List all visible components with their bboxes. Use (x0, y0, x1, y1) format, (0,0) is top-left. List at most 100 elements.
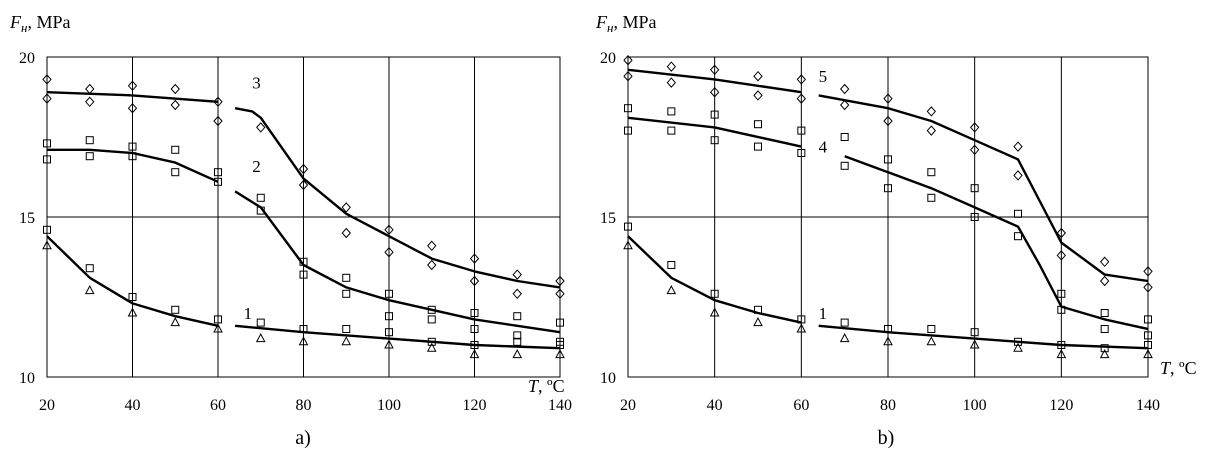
data-point-square (214, 177, 222, 186)
data-point-triangle (469, 349, 480, 359)
data-point-diamond (1013, 170, 1023, 181)
data-point-diamond (213, 96, 223, 108)
data-point-square (385, 312, 393, 321)
data-point-square (710, 110, 719, 119)
data-point-square (299, 325, 308, 333)
data-point-diamond (1013, 141, 1023, 152)
data-point-square (556, 341, 564, 349)
chart-panel-1: 20 40 60 80 100 120 140 10 15 20 Fн, MPa T, ºC a) 3 2 1 (9, 12, 572, 449)
data-point-diamond (883, 93, 893, 104)
data-point-diamond (969, 144, 980, 156)
data-point-triangle (1013, 342, 1023, 352)
data-point-diamond (709, 86, 720, 98)
fit-curve-6 (234, 324, 561, 350)
data-point-triangle (341, 336, 352, 346)
data-point-square (1057, 341, 1066, 349)
panel-label: a) (295, 427, 311, 449)
x-tick-label: 120 (463, 397, 487, 414)
data-point-triangle (255, 333, 266, 343)
data-point-square (1100, 325, 1109, 333)
fit-curve-4 (844, 155, 1149, 331)
fit-curve-4 (234, 190, 561, 334)
data-point-diamond (555, 275, 565, 287)
data-point-diamond (256, 122, 266, 133)
data-point-diamond (666, 61, 677, 72)
x-tick-label: 80 (880, 397, 896, 414)
data-point-square (427, 315, 436, 324)
y-tick-label: 10 (19, 370, 35, 387)
data-point-square (385, 328, 393, 337)
data-point-square (556, 318, 564, 327)
x-tick-label: 140 (1136, 397, 1160, 414)
data-point-diamond (623, 70, 633, 82)
data-point-square (342, 273, 351, 282)
data-point-square (299, 270, 308, 279)
data-point-square (85, 136, 94, 145)
data-point-square (43, 225, 51, 234)
data-point-diamond (926, 106, 937, 117)
data-point-square (884, 184, 892, 193)
data-point-square (840, 318, 849, 327)
curve-number-label: 1 (244, 304, 253, 323)
x-tick-label: 40 (707, 397, 723, 414)
fit-curve-3 (627, 116, 802, 148)
data-point-square (624, 126, 632, 135)
data-point-square (299, 257, 308, 266)
data-point-triangle (426, 342, 437, 352)
data-point-square (427, 305, 436, 314)
plot-frame (627, 56, 1149, 378)
data-point-square (43, 139, 51, 148)
data-point-square (342, 325, 351, 333)
data-point-square (1057, 289, 1066, 298)
panel-label: b) (878, 427, 895, 449)
data-point-triangle (926, 336, 937, 346)
data-point-diamond (170, 83, 180, 95)
data-point-square (840, 133, 849, 141)
data-point-triangle (42, 240, 52, 250)
data-point-diamond (796, 93, 807, 104)
y-axis-label: Fн, MPa (595, 12, 656, 35)
data-point-diamond (427, 259, 437, 271)
data-point-square (256, 318, 265, 327)
data-point-square (85, 264, 94, 273)
data-point-diamond (926, 125, 937, 136)
data-point-square (710, 136, 719, 145)
data-point-square (754, 305, 762, 314)
data-point-diamond (1100, 275, 1110, 287)
data-point-square (1057, 305, 1066, 314)
chart-panel-2: 20 40 60 80 100 120 140 10 15 20 Fн, MPa T, ºC b) 5 4 1 (595, 12, 1197, 449)
x-tick-label: 60 (793, 397, 809, 414)
data-point-diamond (384, 224, 394, 236)
data-point-square (1014, 232, 1022, 241)
x-tick-label: 20 (39, 397, 55, 414)
curve-number-label: 2 (252, 157, 261, 176)
data-point-diamond (883, 115, 893, 127)
x-tick-label: 60 (210, 397, 226, 414)
data-point-triangle (1099, 349, 1110, 359)
data-point-triangle (170, 317, 181, 327)
data-point-square (385, 289, 393, 298)
data-point-triangle (709, 307, 720, 317)
data-point-square (624, 222, 632, 231)
data-point-square (667, 126, 676, 135)
fit-curve-5 (627, 235, 802, 324)
data-point-square (797, 315, 806, 324)
data-point-diamond (1143, 266, 1153, 277)
data-point-square (128, 142, 137, 151)
x-axis-label: T, ºC (1160, 358, 1197, 378)
data-point-triangle (84, 285, 95, 295)
fit-curve-2 (234, 107, 561, 289)
data-point-square (513, 331, 522, 340)
data-point-diamond (127, 80, 138, 92)
data-point-square (214, 315, 222, 324)
data-point-square (470, 325, 479, 333)
x-tick-label: 100 (963, 397, 987, 414)
x-tick-label: 120 (1049, 397, 1073, 414)
data-point-diamond (427, 240, 437, 252)
data-point-diamond (298, 163, 309, 175)
data-point-triangle (384, 339, 394, 349)
data-point-diamond (796, 74, 807, 85)
data-point-square (214, 168, 222, 177)
data-point-diamond (1056, 227, 1066, 239)
data-point-triangle (883, 336, 893, 346)
